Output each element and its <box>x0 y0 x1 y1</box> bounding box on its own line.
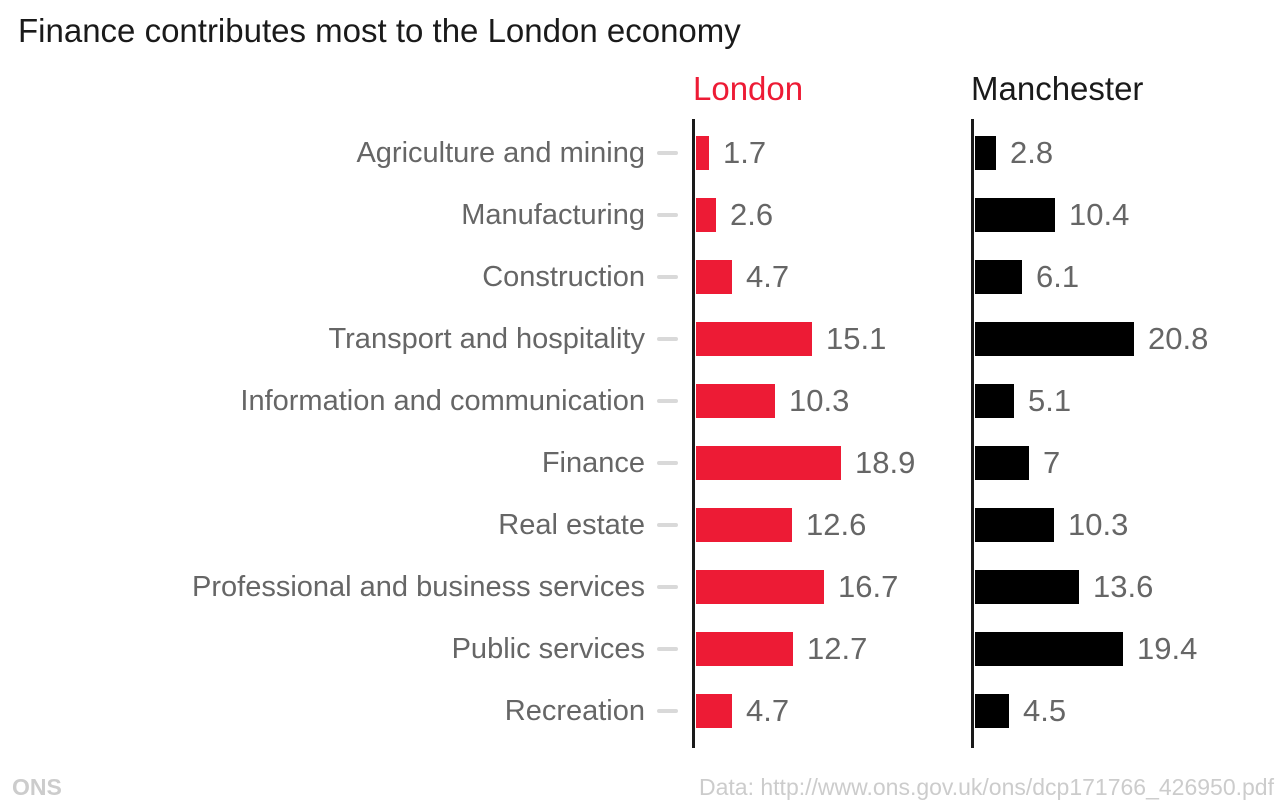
chart-row: Real estate 12.6 10.3 <box>0 494 1280 556</box>
axis-tick <box>657 709 678 713</box>
value-label-manchester: 5.1 <box>1028 383 1072 418</box>
value-label-london: 15.1 <box>826 321 887 356</box>
manchester-axis-line <box>971 119 974 748</box>
bar-manchester <box>975 260 1022 294</box>
london-axis-line <box>692 119 695 748</box>
value-label-manchester: 20.8 <box>1148 321 1209 356</box>
chart-row: Professional and business services 16.7 … <box>0 556 1280 618</box>
axis-tick <box>657 461 678 465</box>
value-label-manchester: 10.3 <box>1068 507 1129 542</box>
chart-row: Finance 18.9 7 <box>0 432 1280 494</box>
bar-manchester <box>975 508 1054 542</box>
value-label-manchester: 13.6 <box>1093 569 1154 604</box>
bar-london <box>696 446 841 480</box>
value-label-london: 2.6 <box>730 197 774 232</box>
bar-london <box>696 198 716 232</box>
bar-london <box>696 570 824 604</box>
axis-tick <box>657 337 678 341</box>
axis-tick <box>657 275 678 279</box>
value-label-manchester: 10.4 <box>1069 197 1130 232</box>
category-label: Public services <box>451 633 645 665</box>
bar-london <box>696 694 732 728</box>
bar-manchester <box>975 136 996 170</box>
bar-london <box>696 632 793 666</box>
value-label-london: 4.7 <box>746 693 790 728</box>
source-label: ONS <box>12 774 62 800</box>
bar-manchester <box>975 322 1134 356</box>
value-label-manchester: 7 <box>1043 445 1061 480</box>
value-label-manchester: 6.1 <box>1036 259 1080 294</box>
chart-row: Recreation 4.7 4.5 <box>0 680 1280 742</box>
category-label: Finance <box>541 447 645 479</box>
chart-rows: Agriculture and mining 1.7 2.8 Manufactu… <box>0 122 1280 742</box>
bar-manchester <box>975 570 1079 604</box>
chart-row: Agriculture and mining 1.7 2.8 <box>0 122 1280 184</box>
chart-row: Construction 4.7 6.1 <box>0 246 1280 308</box>
value-label-london: 16.7 <box>838 569 899 604</box>
category-label: Transport and hospitality <box>328 323 645 355</box>
chart-title: Finance contributes most to the London e… <box>18 12 741 49</box>
value-label-london: 12.6 <box>806 507 867 542</box>
bar-manchester <box>975 694 1009 728</box>
bar-london <box>696 322 812 356</box>
category-label: Professional and business services <box>192 571 645 603</box>
value-label-london: 12.7 <box>807 631 868 666</box>
axis-tick <box>657 151 678 155</box>
category-label: Information and communication <box>240 385 645 417</box>
bar-manchester <box>975 384 1014 418</box>
bar-london <box>696 508 792 542</box>
axis-tick <box>657 523 678 527</box>
value-label-london: 18.9 <box>855 445 916 480</box>
value-label-london: 10.3 <box>789 383 850 418</box>
bar-manchester <box>975 198 1055 232</box>
category-label: Real estate <box>498 509 645 541</box>
bar-manchester <box>975 632 1123 666</box>
chart-row: Transport and hospitality 15.1 20.8 <box>0 308 1280 370</box>
bar-london <box>696 260 732 294</box>
value-label-london: 1.7 <box>723 135 767 170</box>
bar-london <box>696 136 709 170</box>
category-label: Recreation <box>504 695 645 727</box>
axis-tick <box>657 647 678 651</box>
chart-row: Information and communication 10.3 5.1 <box>0 370 1280 432</box>
column-header-manchester: Manchester <box>971 70 1144 107</box>
value-label-manchester: 19.4 <box>1137 631 1198 666</box>
chart-row: Manufacturing 2.6 10.4 <box>0 184 1280 246</box>
axis-tick <box>657 585 678 589</box>
bar-london <box>696 384 775 418</box>
bar-manchester <box>975 446 1029 480</box>
value-label-manchester: 4.5 <box>1023 693 1067 728</box>
data-url-label: Data: http://www.ons.gov.uk/ons/dcp17176… <box>699 774 1274 800</box>
value-label-london: 4.7 <box>746 259 790 294</box>
chart-row: Public services 12.7 19.4 <box>0 618 1280 680</box>
value-label-manchester: 2.8 <box>1010 135 1054 170</box>
category-label: Construction <box>482 261 645 293</box>
axis-tick <box>657 213 678 217</box>
category-label: Manufacturing <box>461 199 645 231</box>
category-label: Agriculture and mining <box>356 137 645 169</box>
column-header-london: London <box>693 70 804 107</box>
axis-tick <box>657 399 678 403</box>
